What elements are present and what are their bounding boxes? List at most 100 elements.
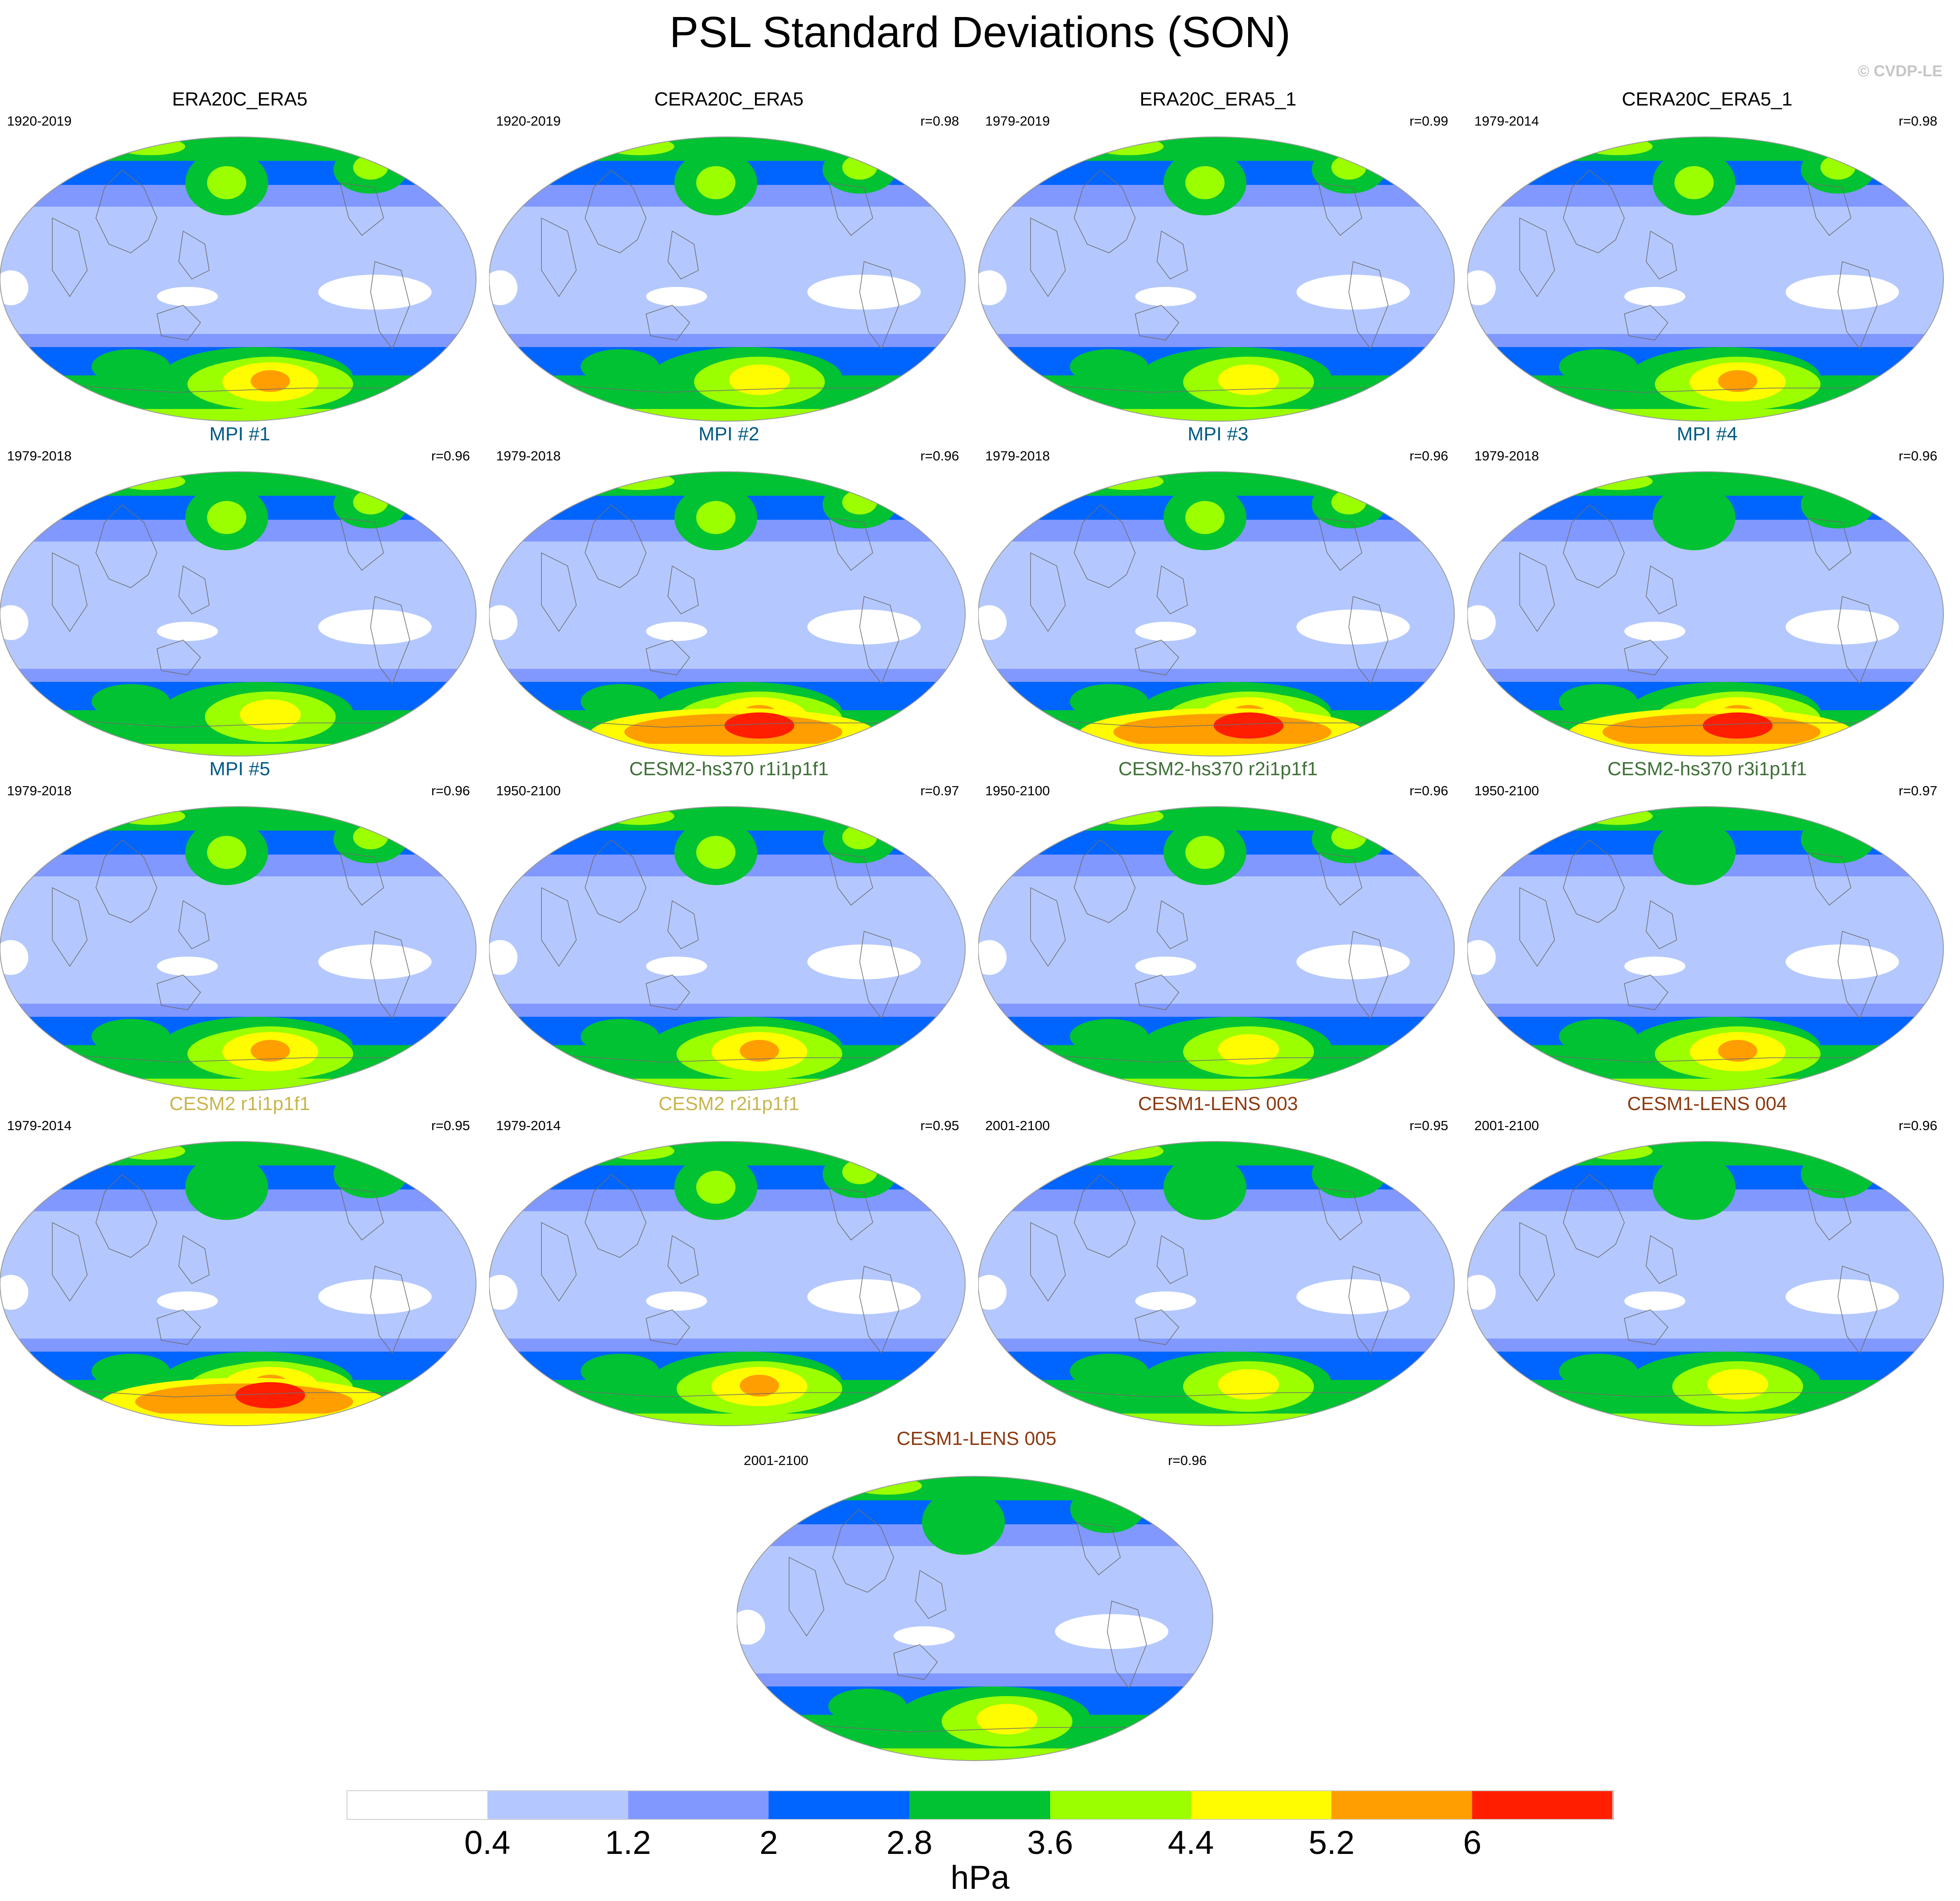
tropical-min-east [318,610,432,644]
panel-title: MPI #5 [209,758,270,780]
panel-period: 1979-2018 [7,448,72,463]
map-outline [978,471,1455,756]
colorbar-cell [487,1790,629,1820]
colorbar-units: hPa [950,1859,1010,1896]
coastline [1646,230,1677,279]
colorbar-cell [1191,1790,1332,1820]
north-atlantic-core [1820,155,1855,180]
coastline [541,552,577,632]
south-indian-max [1559,1019,1637,1054]
south-indian-max [1559,684,1637,719]
tropical-min-west [1135,1291,1196,1311]
south-pacific-60 [251,370,290,392]
coastline [370,1266,410,1354]
map-panel: CESM1-LENS 004 2001-2100 r=0.96 [1467,1092,1947,1427]
antarctic-edge [978,1079,1454,1091]
coastline [789,1557,824,1637]
map-outline [0,806,476,1091]
colorbar-tick-label: 6 [1463,1824,1482,1861]
south-indian-max [1070,1019,1148,1054]
tropical-min-east [1786,275,1899,310]
tropical-min-west [157,1291,218,1311]
map-svg [1467,806,1944,1091]
coastline [915,1570,946,1619]
coastline [1511,718,1903,728]
coastline [1030,887,1066,967]
antarctic-edge [489,744,965,756]
tropical-min-west [157,957,218,976]
coastline [859,596,899,685]
north-atlantic-max [1070,1485,1144,1533]
north-atlantic-core [353,155,388,180]
coastline [1030,1222,1066,1302]
coastline [667,1235,699,1284]
tropical-min-east [807,275,921,310]
map-outline [0,136,476,422]
map-panel: MPI #3 1979-2018 r=0.96 [978,422,1458,758]
antarctic-edge [978,1414,1454,1426]
coastline [1838,931,1878,1019]
tropical-min-east [807,944,921,979]
coastline [585,1174,647,1258]
coastline [1511,1388,1903,1397]
coastline [1624,974,1668,1010]
south-indian-max [92,1354,170,1389]
coastline [1135,1309,1179,1345]
tropical-min-east [318,944,432,979]
map-svg [489,136,966,422]
tropical-min-east [1786,610,1899,644]
colorbar-tick-label: 4.4 [1167,1824,1214,1861]
panel-title: CERA20C_ERA5_1 [1622,89,1793,110]
north-pacific-core [207,166,246,199]
map-panel: CESM2-hs370 r3i1p1f1 1950-2100 r=0.97 [1467,757,1947,1093]
tropical-min-west [1624,622,1685,641]
north-pacific-max [1164,1155,1246,1220]
tropical-min-west [157,287,218,306]
tropical-min-east [1296,1279,1410,1314]
coastline [178,230,210,279]
south-indian-max [92,349,170,384]
south-pacific-52 [240,699,301,730]
coastline [832,1509,894,1593]
antarctic-edge [1467,409,1943,421]
coastline [1074,504,1136,588]
coastline [95,504,157,588]
coastline [1030,552,1066,632]
coastline [829,183,873,236]
coastline [1646,565,1677,614]
coastline [1348,261,1388,350]
coastline [532,383,925,393]
north-pacific-core [696,836,735,869]
north-pacific-max [1653,820,1735,885]
tropical-min-west [646,622,707,641]
south-indian-max [1559,1354,1637,1389]
coastline [1624,640,1668,675]
antarctic-edge [0,409,476,421]
panel-title: MPI #1 [209,423,270,445]
antarctic-edge [0,744,476,756]
tropical-min-west [1135,957,1196,976]
north-atlantic-max [1801,815,1875,863]
panel-period: 1979-2018 [985,448,1050,463]
antarctic-edge [489,409,965,421]
coastline [667,900,699,949]
south-pacific-52 [1218,1369,1279,1400]
tropical-min-west [1135,622,1196,641]
coastline [1107,1601,1147,1689]
coastline [859,261,899,350]
south-pacific-52 [729,365,790,395]
panel-title: CESM2-hs370 r3i1p1f1 [1607,758,1807,780]
colorbar-tick-label: 1.2 [605,1824,651,1861]
colorbar-tick-label: 3.6 [1027,1824,1073,1861]
south-indian-max [581,684,659,719]
coastline [1563,504,1625,588]
coastline [52,1222,88,1302]
coastline [1318,518,1362,571]
coastline [829,852,873,906]
coastline [585,839,647,923]
coastline [541,1222,577,1302]
panel-correlation: r=0.96 [431,783,470,798]
coastline [1157,565,1188,614]
colorbar-tick-label: 2.8 [886,1824,932,1861]
panel-period: 1979-2014 [496,1118,561,1133]
